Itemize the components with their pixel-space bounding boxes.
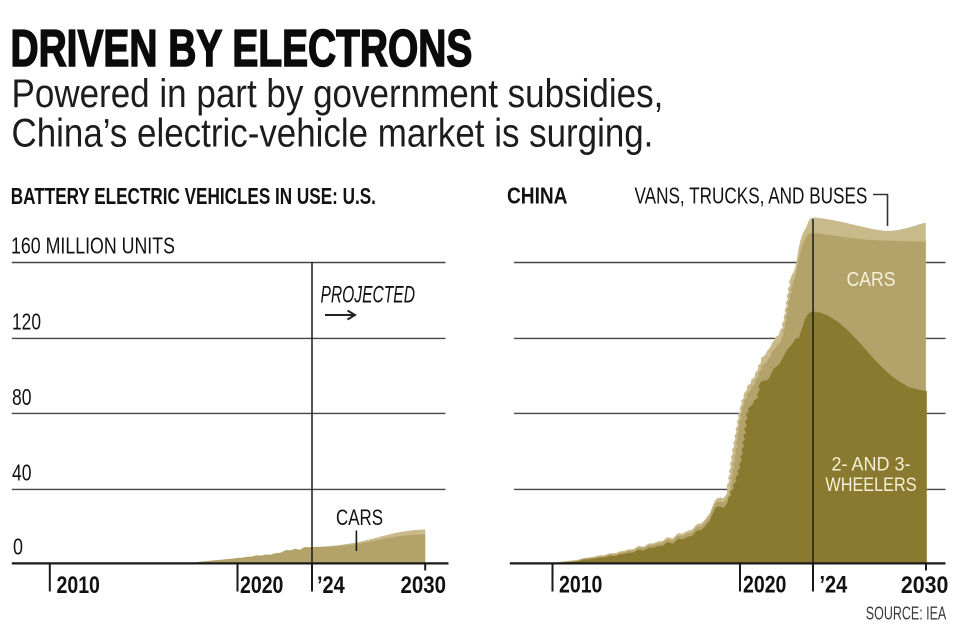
svg-text:DRIVEN BY ELECTRONS: DRIVEN BY ELECTRONS — [11, 18, 473, 77]
svg-text:PROJECTED: PROJECTED — [321, 282, 415, 308]
svg-text:BATTERY ELECTRIC VEHICLES IN U: BATTERY ELECTRIC VEHICLES IN USE: U.S. — [11, 183, 376, 209]
svg-text:0: 0 — [13, 534, 23, 560]
svg-text:2010: 2010 — [57, 571, 100, 598]
svg-text:2020: 2020 — [240, 571, 283, 598]
svg-text:80: 80 — [12, 385, 31, 411]
svg-text:SOURCE: IEA: SOURCE: IEA — [866, 604, 947, 624]
svg-text:Powered in part by government: Powered in part by government subsidies, — [12, 71, 664, 116]
svg-text:China’s electric-vehicle marke: China’s electric-vehicle market is surgi… — [12, 110, 654, 155]
svg-text:40: 40 — [12, 460, 31, 486]
svg-text:’24: ’24 — [317, 571, 345, 598]
svg-text:160 MILLION UNITS: 160 MILLION UNITS — [11, 233, 175, 259]
svg-text:WHEELERS: WHEELERS — [825, 474, 916, 496]
svg-text:120: 120 — [12, 310, 41, 335]
svg-text:VANS, TRUCKS, AND BUSES: VANS, TRUCKS, AND BUSES — [635, 183, 868, 209]
svg-text:’24: ’24 — [820, 571, 848, 598]
svg-text:CARS: CARS — [336, 506, 383, 531]
svg-text:2030: 2030 — [401, 571, 446, 598]
svg-text:2020: 2020 — [743, 571, 786, 598]
svg-text:CHINA: CHINA — [507, 182, 567, 208]
svg-text:2030: 2030 — [901, 571, 948, 598]
svg-text:2- AND 3-: 2- AND 3- — [831, 453, 910, 475]
svg-text:2010: 2010 — [559, 571, 602, 598]
svg-text:CARS: CARS — [847, 268, 896, 290]
